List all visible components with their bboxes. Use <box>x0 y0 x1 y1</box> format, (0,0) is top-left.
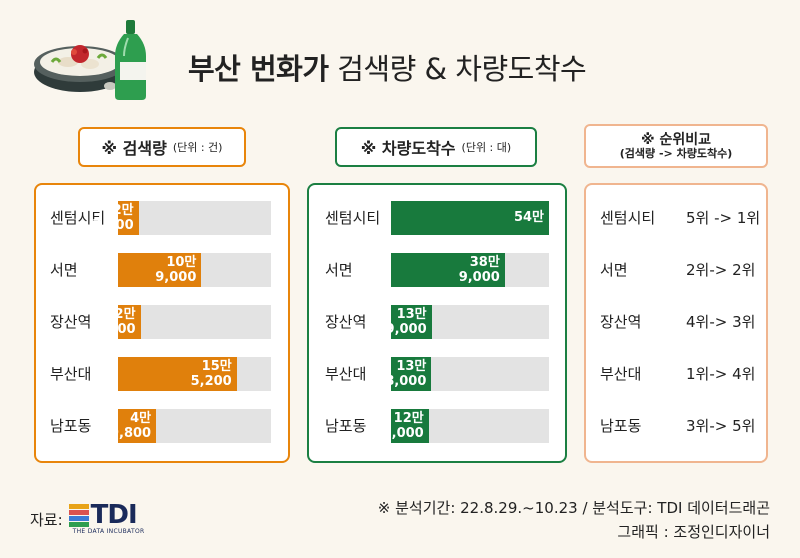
car-arrival-bar-track: 13만 9,000 <box>386 305 549 339</box>
rank-change: 4위-> 3위 <box>686 313 756 331</box>
search-volume-chart: 센텀시티 2만 7,000 서면 10만 9,000 장산역 2만 9,500 부산대 15만… <box>34 183 290 463</box>
car-arrival-bar: 54만 <box>391 201 549 235</box>
search-volume-bar: 15만 5,200 <box>118 357 237 391</box>
search-volume-bar-track: 2만 9,500 <box>94 305 271 339</box>
tdi-logo-text: TDI <box>90 500 138 530</box>
rank-compare-header-title: ※ 순위비교 <box>640 131 711 148</box>
search-volume-header-unit: (단위 : 건) <box>172 141 223 154</box>
search-volume-bar: 10만 9,000 <box>118 253 202 287</box>
search-volume-category-label: 서면 <box>50 261 78 279</box>
rank-change: 2위-> 2위 <box>686 261 756 279</box>
search-volume-data-label: 15만 5,200 <box>190 359 232 389</box>
search-volume-category-label: 남포동 <box>50 417 92 435</box>
search-volume-data-label: 4만 9,800 <box>109 411 152 441</box>
rank-area-name: 센텀시티 <box>600 209 656 227</box>
page-title: 부산 번화가 검색량 & 차량도착수 <box>188 46 587 88</box>
car-arrival-category-label: 부산대 <box>325 365 367 383</box>
search-volume-data-label: 2만 9,500 <box>94 307 136 337</box>
rank-row: 부산대 1위-> 4위 <box>586 357 770 391</box>
soup-and-soju-illustration <box>34 20 146 100</box>
search-volume-bar-track: 15만 5,200 <box>118 357 271 391</box>
source-credit: 자료: TDI THE DATA INCUBATOR <box>30 500 159 536</box>
search-volume-bar: 4만 9,800 <box>110 409 157 443</box>
car-arrival-data-label: 13만 9,000 <box>385 307 427 337</box>
car-arrival-category-label: 장산역 <box>325 313 367 331</box>
search-volume-bar-track: 10만 9,000 <box>118 253 271 287</box>
car-arrival-header: ※ 차량도착수 (단위 : 대) <box>335 127 537 167</box>
rank-change: 5위 -> 1위 <box>686 209 761 227</box>
title-bold: 부산 번화가 <box>188 52 329 86</box>
car-arrival-bar: 13만 9,000 <box>386 305 432 339</box>
rank-area-name: 서면 <box>600 261 628 279</box>
car-arrival-data-label: 13만 8,000 <box>385 359 427 389</box>
rank-row: 센텀시티 5위 -> 1위 <box>586 201 770 235</box>
car-arrival-category-label: 센텀시티 <box>325 209 381 227</box>
rank-row: 서면 2위-> 2위 <box>586 253 770 287</box>
search-volume-bar: 2만 7,000 <box>93 201 139 235</box>
title-light: 검색량 & 차량도착수 <box>337 52 587 86</box>
tdi-logo: TDI THE DATA INCUBATOR <box>68 500 159 536</box>
rank-row: 남포동 3위-> 5위 <box>586 409 770 443</box>
car-arrival-data-label: 38만 9,000 <box>458 255 500 285</box>
rank-row: 장산역 4위-> 3위 <box>586 305 770 339</box>
search-volume-header-title: ※ 검색량 <box>101 139 167 158</box>
search-volume-category-label: 부산대 <box>50 365 92 383</box>
source-label: 자료: <box>30 510 63 529</box>
search-volume-bar-track: 2만 7,000 <box>93 201 271 235</box>
rank-change: 3위-> 5위 <box>686 417 756 435</box>
rank-compare-header-subtitle: (검색량 -> 차량도착수) <box>619 146 733 160</box>
car-arrival-data-label: 54만 <box>513 210 544 225</box>
car-arrival-bar: 13만 8,000 <box>385 357 432 391</box>
car-arrival-data-label: 12만 9,000 <box>382 411 424 441</box>
search-volume-header: ※ 검색량 (단위 : 건) <box>78 127 246 167</box>
car-arrival-category-label: 서면 <box>325 261 353 279</box>
rank-change: 1위-> 4위 <box>686 365 756 383</box>
car-arrival-bar: 38만 9,000 <box>391 253 505 287</box>
search-volume-data-label: 2만 7,000 <box>92 203 134 233</box>
search-volume-data-label: 10만 9,000 <box>155 255 197 285</box>
search-volume-bar-track: 4만 9,800 <box>110 409 271 443</box>
analysis-note: ※ 분석기간: 22.8.29.~10.23 / 분석도구: TDI 데이터드래… <box>378 496 770 544</box>
rank-compare-header: ※ 순위비교 (검색량 -> 차량도착수) <box>584 124 768 168</box>
tdi-logo-tagline: THE DATA INCUBATOR <box>72 528 145 535</box>
car-arrival-bar-track: 54만 <box>391 201 549 235</box>
rank-area-name: 남포동 <box>600 417 642 435</box>
car-arrival-bar-track: 38만 9,000 <box>391 253 549 287</box>
car-arrival-header-title: ※ 차량도착수 <box>360 139 456 158</box>
graphic-credit-note: 그래픽 : 조정인디자이너 <box>617 523 770 541</box>
rank-area-name: 부산대 <box>600 365 642 383</box>
search-volume-category-label: 장산역 <box>50 313 92 331</box>
car-arrival-header-unit: (단위 : 대) <box>461 141 512 154</box>
car-arrival-bar: 12만 9,000 <box>383 409 429 443</box>
car-arrival-bar-track: 12만 9,000 <box>383 409 549 443</box>
car-arrival-bar-track: 13만 8,000 <box>385 357 549 391</box>
rank-area-name: 장산역 <box>600 313 642 331</box>
analysis-period-note: ※ 분석기간: 22.8.29.~10.23 / 분석도구: TDI 데이터드래… <box>377 499 770 517</box>
car-arrival-category-label: 남포동 <box>325 417 367 435</box>
search-volume-bar: 2만 9,500 <box>94 305 141 339</box>
search-volume-category-label: 센텀시티 <box>50 209 106 227</box>
tdi-logo-stripes-icon <box>68 504 89 528</box>
